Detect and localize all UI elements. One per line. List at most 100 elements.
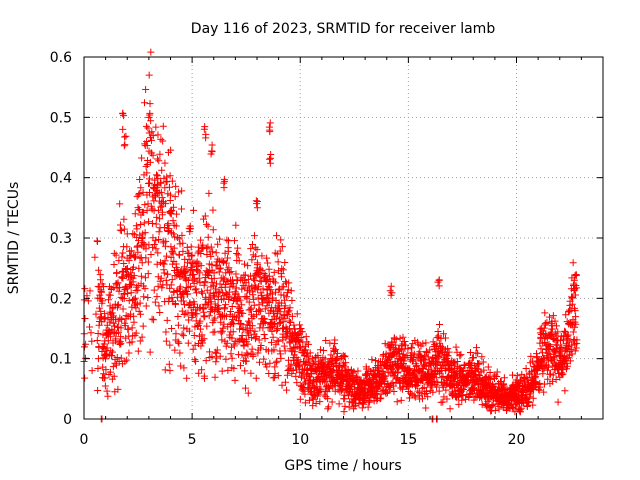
data-point [517, 404, 525, 412]
data-point [167, 243, 175, 251]
data-point [289, 366, 297, 374]
data-point [336, 362, 344, 370]
data-point [187, 267, 195, 275]
data-point [267, 338, 275, 346]
data-point [94, 355, 102, 363]
data-point [426, 346, 434, 354]
data-point [314, 352, 322, 360]
data-point [287, 360, 295, 368]
data-point [424, 393, 432, 401]
data-point [475, 359, 483, 367]
data-point [280, 283, 288, 291]
data-point [283, 293, 291, 301]
data-point [252, 374, 260, 382]
data-point [373, 388, 381, 396]
data-point [255, 283, 263, 291]
data-point [204, 233, 212, 241]
data-point [178, 330, 186, 338]
data-point [104, 392, 112, 400]
data-point [208, 278, 216, 286]
data-point [223, 236, 231, 244]
data-point [295, 329, 303, 337]
data-point [424, 369, 432, 377]
data-point [154, 175, 162, 183]
data-point [139, 208, 147, 216]
data-point [571, 285, 579, 293]
data-point [328, 398, 336, 406]
data-point [278, 273, 286, 281]
data-point [164, 270, 172, 278]
data-point [361, 381, 369, 389]
data-point [430, 377, 438, 385]
data-point [152, 123, 160, 131]
data-point [296, 361, 304, 369]
data-point [224, 254, 232, 262]
data-point [94, 386, 102, 394]
data-point [474, 349, 482, 357]
data-point [283, 386, 291, 394]
data-point [136, 299, 144, 307]
data-point [348, 369, 356, 377]
data-point [249, 275, 257, 283]
data-point [341, 352, 349, 360]
data-point [177, 205, 185, 213]
data-point [185, 327, 193, 335]
data-point [153, 213, 161, 221]
data-point [214, 240, 222, 248]
data-point [168, 276, 176, 284]
x-tick-label: 15 [399, 432, 417, 448]
data-point [112, 251, 120, 259]
data-point [136, 175, 144, 183]
data-point [144, 124, 152, 132]
data-point [480, 366, 488, 374]
data-point [143, 169, 151, 177]
data-point [233, 249, 241, 257]
data-point [288, 312, 296, 320]
data-point [163, 252, 171, 260]
data-point [236, 296, 244, 304]
data-point [134, 242, 142, 250]
data-point [139, 188, 147, 196]
data-point [150, 316, 158, 324]
data-point [218, 367, 226, 375]
data-point [523, 402, 531, 410]
data-point [107, 333, 115, 341]
data-point [118, 315, 126, 323]
data-point [110, 372, 118, 380]
data-point [446, 405, 454, 413]
data-point [242, 384, 250, 392]
data-point [110, 261, 118, 269]
data-point [228, 354, 236, 362]
data-point [148, 128, 156, 136]
data-point [116, 314, 124, 322]
data-point [132, 329, 140, 337]
data-point [285, 307, 293, 315]
data-point [435, 387, 443, 395]
data-point [208, 141, 216, 149]
data-point [162, 328, 170, 336]
data-point [237, 362, 245, 370]
data-point [371, 356, 379, 364]
data-point [571, 291, 579, 299]
data-point [166, 284, 174, 292]
data-point [241, 260, 249, 268]
data-point [295, 337, 303, 345]
data-point [255, 358, 263, 366]
data-point [140, 293, 148, 301]
data-point [254, 286, 262, 294]
data-point [149, 151, 157, 159]
data-point [297, 325, 305, 333]
data-point [128, 338, 136, 346]
data-point [121, 141, 129, 149]
data-point [484, 363, 492, 371]
data-point [178, 293, 186, 301]
data-point [167, 253, 175, 261]
data-point [268, 327, 276, 335]
data-point [569, 328, 577, 336]
data-point [196, 269, 204, 277]
data-point [284, 308, 292, 316]
data-point [259, 285, 267, 293]
data-point [191, 341, 199, 349]
data-point [101, 314, 109, 322]
data-point [187, 225, 195, 233]
